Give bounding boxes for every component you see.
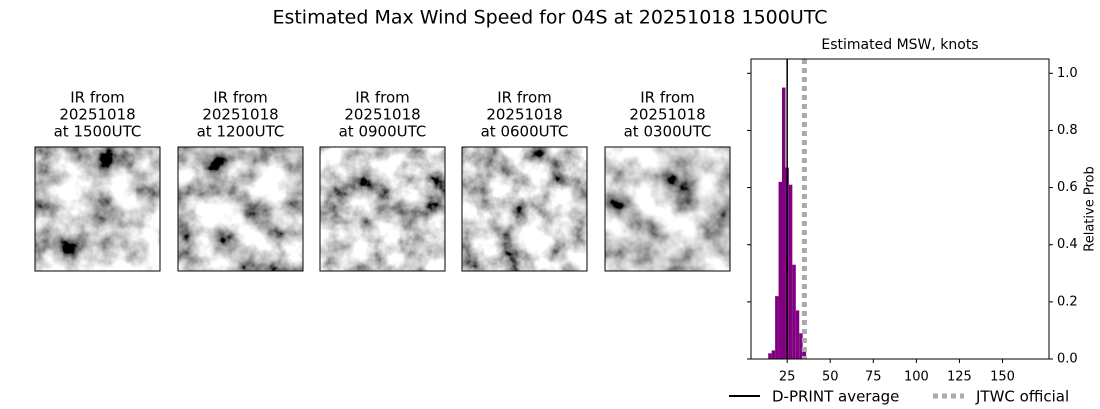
image-border (34, 146, 161, 272)
y-tick-label: 0.4 (1057, 237, 1078, 252)
bar (771, 350, 776, 359)
legend-label: D-PRINT average (772, 388, 899, 406)
y-tick-label: 0.0 (1057, 352, 1078, 367)
bar (795, 310, 800, 359)
panel-title: 20251018 (629, 106, 705, 124)
x-tick-label: 125 (947, 370, 972, 385)
bar (792, 264, 796, 359)
ir-image (320, 147, 445, 271)
x-tick-label: 150 (990, 370, 1015, 385)
bar (768, 353, 772, 359)
y-tick-label: 0.8 (1057, 123, 1078, 138)
image-border (177, 146, 304, 272)
bar (775, 296, 779, 359)
image-border (461, 146, 588, 272)
panel-title: 20251018 (202, 106, 278, 124)
ir-image (605, 147, 730, 271)
panel-title: at 0600UTC (481, 123, 569, 141)
panel-title: 20251018 (344, 106, 420, 124)
panel-title: at 1200UTC (197, 123, 285, 141)
x-tick-label: 25 (779, 370, 796, 385)
ir-image (35, 147, 160, 271)
panel-title: IR from (70, 89, 125, 107)
panel-title: IR from (640, 89, 695, 107)
panel-title: at 0300UTC (624, 123, 712, 141)
panel-title: IR from (497, 89, 552, 107)
bar (788, 184, 793, 359)
panel-title: 20251018 (486, 106, 562, 124)
legend-label: JTWC official (975, 388, 1069, 406)
y-axis-label: Relative Prob (1083, 166, 1098, 251)
y-tick-label: 1.0 (1057, 66, 1078, 81)
chart-title: Estimated MSW, knots (821, 37, 978, 53)
plot-frame (750, 58, 1050, 360)
bar (782, 87, 786, 360)
bar (799, 333, 803, 359)
panel-title: IR from (355, 89, 410, 107)
x-tick-label: 75 (865, 370, 882, 385)
image-border (319, 146, 446, 272)
panel-title: at 0900UTC (339, 123, 427, 141)
image-border (604, 146, 731, 272)
ir-image (178, 147, 303, 271)
panel-title: IR from (213, 89, 268, 107)
panel-title: at 1500UTC (54, 123, 142, 141)
x-tick-label: 50 (822, 370, 839, 385)
y-tick-label: 0.2 (1057, 294, 1078, 309)
y-tick-label: 0.6 (1057, 180, 1078, 195)
x-tick-label: 100 (904, 370, 929, 385)
figure-title: Estimated Max Wind Speed for 04S at 2025… (272, 7, 827, 29)
ir-image (462, 147, 587, 271)
bar (778, 181, 783, 359)
bar (802, 347, 807, 359)
panel-title: 20251018 (59, 106, 135, 124)
